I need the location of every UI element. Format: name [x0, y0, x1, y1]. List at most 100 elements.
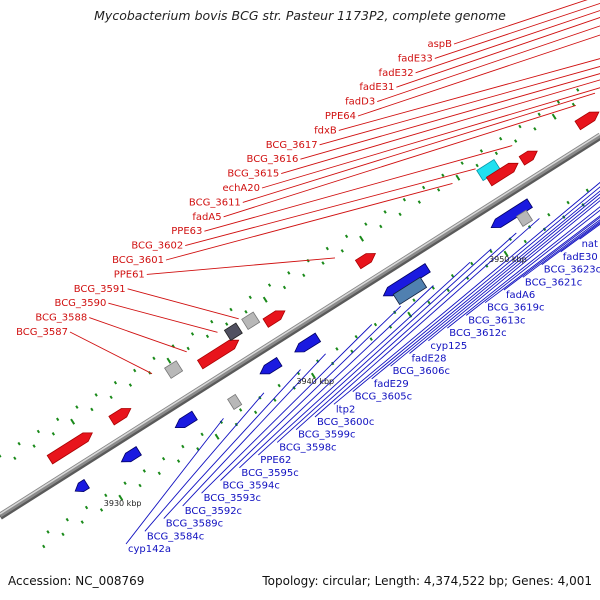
tick-mark [494, 151, 499, 156]
leader-line [182, 353, 326, 507]
gene-feature [164, 360, 184, 379]
label-leader-lines [69, 0, 600, 545]
gene-feature [515, 209, 534, 227]
leader-line [314, 218, 540, 418]
gene-label-bottom: PPE62 [260, 455, 291, 466]
tick-mark [181, 444, 185, 449]
tick-mark [94, 393, 98, 397]
gene-feature [490, 198, 533, 229]
tick-mark [90, 407, 94, 412]
tick-mark [13, 456, 17, 461]
tick-mark [537, 112, 541, 117]
tick-mark [379, 224, 383, 229]
tick-mark [340, 249, 344, 253]
leader-line [204, 145, 513, 232]
scale-label: 3950 kbp [489, 255, 527, 264]
tick-mark [475, 163, 479, 168]
tick-mark [359, 235, 365, 242]
gene-label-top: BCG_3591 [74, 284, 126, 295]
gene-label-bottom: BCG_3606c [393, 366, 450, 377]
tick-mark [190, 332, 195, 336]
gene-label-top: BCG_3602 [131, 241, 183, 252]
tick-mark [75, 405, 79, 409]
gene-label-top: BCG_3590 [55, 298, 107, 309]
tick-mark [17, 441, 21, 446]
tick-mark [176, 459, 181, 463]
tick-mark [421, 185, 426, 190]
tick-mark [0, 454, 2, 458]
gene-label-top: fadD3 [345, 97, 375, 108]
tick-mark [547, 212, 551, 217]
leader-line [165, 182, 453, 261]
tick-mark [499, 136, 503, 141]
tick-mark [350, 349, 354, 354]
tick-mark [460, 161, 464, 165]
tick-mark [225, 322, 229, 326]
leader-line [257, 261, 471, 456]
gene-label-bottom: fadE30 [563, 252, 598, 263]
tick-mark [118, 494, 124, 501]
gene-feature [518, 150, 538, 166]
tick-mark [369, 337, 373, 341]
gene-feature [174, 410, 198, 429]
tick-mark [446, 288, 450, 293]
leader-line [447, 206, 600, 329]
tick-mark [344, 234, 349, 239]
gene-label-bottom: BCG_3594c [223, 481, 280, 492]
gene-label-bottom: BCG_3612c [449, 328, 506, 339]
leader-line [281, 79, 600, 175]
gene-feature [74, 478, 90, 493]
tick-mark [200, 432, 204, 437]
leader-line [338, 58, 600, 131]
leader-line [357, 34, 600, 117]
gene-label-bottom: BCG_3595c [241, 468, 298, 479]
tick-mark [436, 188, 441, 192]
leader-line [223, 104, 576, 218]
tick-mark [70, 418, 76, 425]
gene-feature [485, 162, 519, 187]
tick-mark [364, 222, 368, 226]
gene-label-top: fadE33 [398, 53, 433, 64]
gene-feature [223, 322, 243, 341]
tick-mark [186, 346, 190, 351]
leader-line [503, 216, 600, 291]
tick-mark [571, 102, 576, 107]
tick-mark [161, 456, 166, 461]
gene-label-top: BCG_3611 [189, 197, 241, 208]
tick-mark [585, 188, 589, 193]
scale-label: 3940 kbp [296, 377, 334, 386]
tick-mark [205, 334, 210, 339]
tick-mark [556, 100, 561, 104]
leader-line [295, 232, 517, 431]
tick-mark [470, 261, 474, 266]
tick-mark [417, 200, 421, 204]
tick-mark [273, 398, 277, 402]
tick-mark [335, 347, 339, 351]
gene-label-top: BCG_3617 [266, 140, 318, 151]
tick-mark [383, 210, 387, 214]
tick-mark [551, 113, 557, 120]
gene-label-bottom: BCG_3619c [487, 303, 544, 314]
tick-mark [523, 239, 527, 244]
tick-mark [104, 493, 108, 498]
topology-label: Topology: circular; Length: 4,374,522 bp… [262, 574, 592, 588]
gene-label-bottom: BCG_3589c [166, 519, 223, 530]
tick-mark [55, 417, 60, 422]
gene-label-top: BCG_3615 [227, 169, 279, 180]
gene-label-bottom: BCG_3623c [544, 265, 600, 276]
tick-mark [450, 273, 455, 278]
tick-mark [80, 520, 84, 524]
leader-line [434, 2, 600, 59]
gene-labels: BCG_3587 BCG_3588 BCG_3590 BCG_3591 PPE61 BCG… [16, 39, 600, 555]
tick-mark [441, 173, 445, 178]
gene-feature [227, 393, 243, 410]
leader-line [239, 285, 434, 469]
gene-feature [259, 356, 283, 375]
gene-feature [392, 276, 428, 306]
tick-mark [302, 273, 306, 278]
gene-label-bottom: fadE28 [412, 354, 447, 365]
gene-features [46, 111, 600, 493]
tick-mark [277, 383, 281, 388]
